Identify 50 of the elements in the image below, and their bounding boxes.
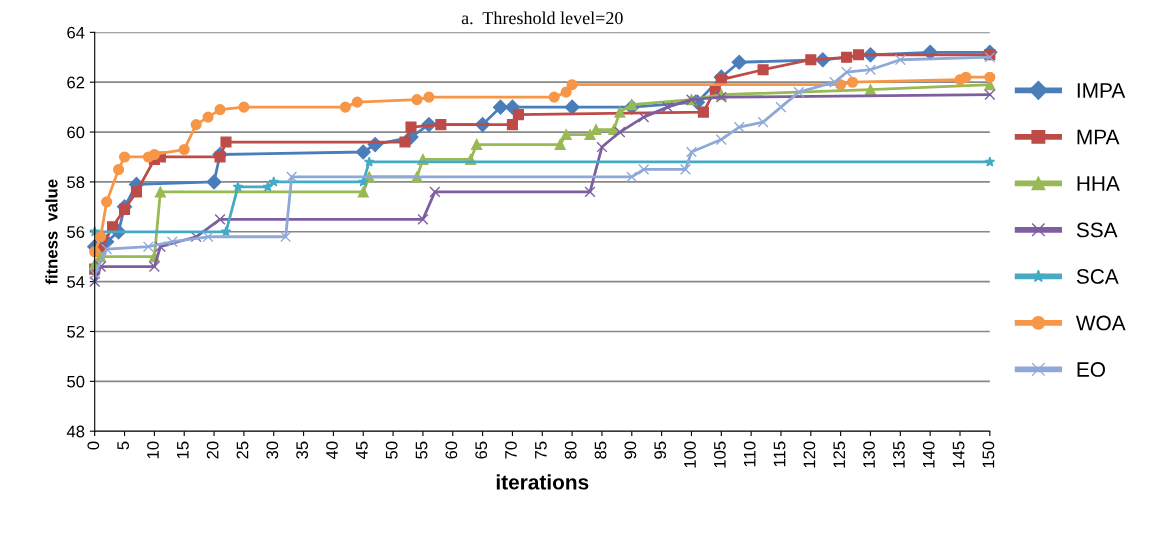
legend-label: SSA [1076, 222, 1118, 238]
x-tick-label: 105 [713, 441, 726, 468]
x-tick-label: 75 [535, 441, 547, 459]
x-tick-label: 35 [296, 441, 309, 459]
y-tick-label: 64 [67, 26, 85, 39]
x-tick-label: 150 [982, 441, 995, 468]
y-tick-label: 48 [66, 425, 85, 438]
x-tick-label: 130 [863, 441, 875, 468]
legend-label: WOA [1075, 315, 1126, 331]
x-tick-label: 65 [475, 441, 488, 459]
y-tick-label: 60 [67, 126, 85, 139]
x-tick-label: 5 [117, 441, 130, 450]
x-tick-label: 20 [206, 441, 219, 459]
legend-label: SCA [1076, 269, 1119, 284]
x-tick-label: 90 [624, 441, 637, 459]
x-tick-label: 70 [505, 441, 517, 459]
chart-title: a. Threshold level=20 [461, 11, 623, 25]
x-tick-label: 25 [236, 441, 249, 459]
x-tick-label: 15 [177, 441, 189, 459]
x-tick-label: 10 [147, 441, 159, 459]
y-tick-label: 54 [67, 276, 85, 288]
x-tick-label: 30 [266, 441, 279, 459]
y-tick-label: 62 [67, 76, 85, 89]
x-tick-label: 135 [892, 441, 905, 468]
legend-label: EO [1077, 362, 1105, 377]
legend-label: MPA [1077, 129, 1120, 145]
y-tick-label: 52 [67, 325, 85, 338]
y-axis-title: fitness value [45, 179, 58, 285]
x-axis-title: iterations [496, 474, 589, 490]
y-tick-label: 58 [67, 176, 85, 189]
x-tick-label: 45 [356, 441, 368, 460]
x-tick-label: 50 [385, 441, 398, 459]
x-tick-label: 145 [952, 441, 965, 468]
x-tick-label: 140 [922, 441, 935, 468]
x-tick-label: 55 [415, 441, 428, 459]
x-tick-label: 60 [445, 441, 458, 459]
y-tick-label: 50 [67, 375, 85, 388]
x-tick-label: 125 [833, 441, 846, 468]
y-tick-label: 56 [67, 226, 85, 238]
x-tick-label: 95 [654, 441, 667, 459]
x-tick-label: 115 [773, 441, 786, 467]
legend-label: IMPA [1077, 83, 1126, 98]
x-tick-label: 40 [326, 441, 338, 460]
legend-label: HHA [1077, 176, 1120, 191]
x-tick-label: 110 [743, 441, 756, 467]
x-tick-label: 80 [564, 441, 577, 459]
x-tick-label: 0 [87, 441, 100, 450]
x-tick-label: 120 [803, 441, 816, 468]
x-tick-label: 100 [684, 441, 696, 468]
x-tick-label: 85 [594, 441, 607, 459]
